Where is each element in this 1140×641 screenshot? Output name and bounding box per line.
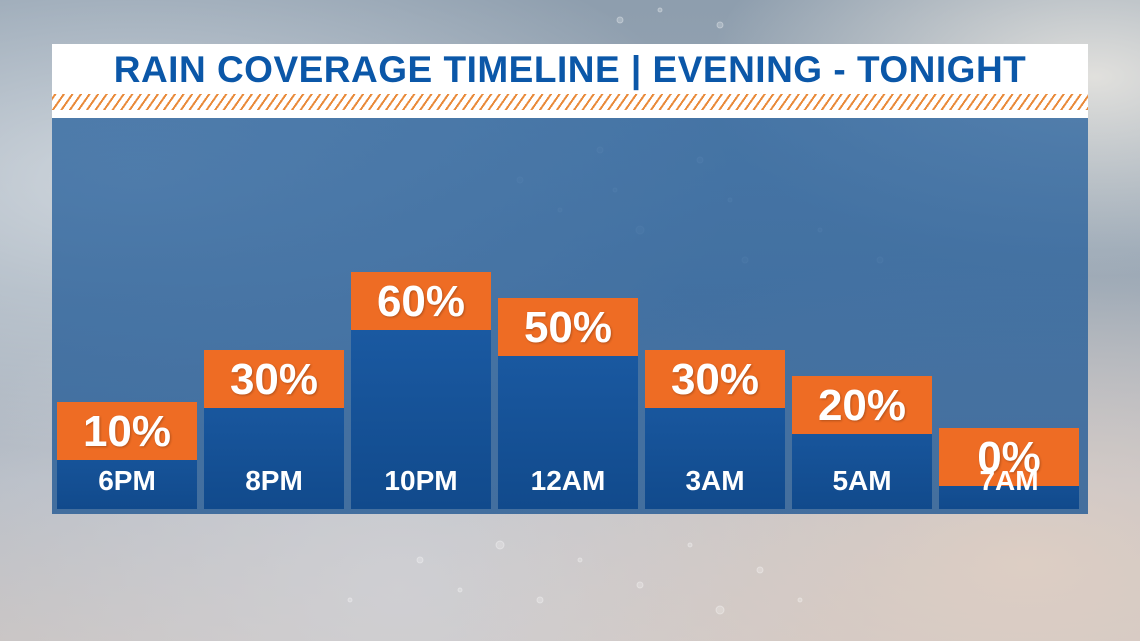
bar-value-label: 20% xyxy=(792,376,932,434)
bar-7am: 0% 7AM xyxy=(939,428,1079,509)
bar-category-label: 5AM xyxy=(832,465,892,496)
bar-value-label: 30% xyxy=(645,350,785,408)
bar-category-label: 7AM xyxy=(979,465,1039,496)
bar-value-label: 50% xyxy=(498,298,638,356)
chart-title: RAIN COVERAGE TIMELINE | EVENING - TONIG… xyxy=(113,49,1027,90)
bar-12am: 50% 12AM xyxy=(498,298,638,509)
bar-category-label: 10PM xyxy=(384,465,458,496)
bar-category-label: 3AM xyxy=(685,465,745,496)
bar-value-label: 0% xyxy=(939,428,1079,486)
chart-panel: 10% 6PM 30% 8PM 60% 10PM 50% 12AM 30% 3AM 20% 5AM 0%… xyxy=(52,118,1088,514)
title-banner: RAIN COVERAGE TIMELINE | EVENING - TONIG… xyxy=(52,44,1088,118)
bar-value-label: 60% xyxy=(351,272,491,330)
bar-category-label: 12AM xyxy=(530,465,606,496)
bar-3am: 30% 3AM xyxy=(645,350,785,509)
bar-category-label: 6PM xyxy=(98,465,156,496)
bar-value-label: 30% xyxy=(204,350,344,408)
bar-8pm: 30% 8PM xyxy=(204,350,344,509)
bar-10pm: 60% 10PM xyxy=(351,272,491,509)
bar-5am: 20% 5AM xyxy=(792,376,932,509)
bar-category-label: 8PM xyxy=(245,465,303,496)
title-hatch-stripe xyxy=(52,94,1088,110)
bar-value-label: 10% xyxy=(57,402,197,460)
bar-6pm: 10% 6PM xyxy=(57,402,197,509)
